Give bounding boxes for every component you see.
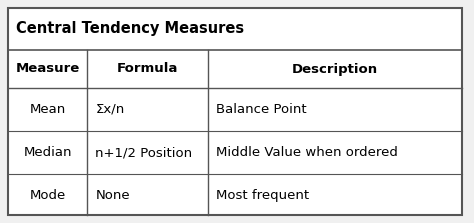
Text: Σx/n: Σx/n [95, 103, 125, 116]
Text: None: None [95, 189, 130, 202]
Text: Median: Median [24, 146, 72, 159]
Text: Central Tendency Measures: Central Tendency Measures [16, 21, 244, 37]
Text: Description: Description [292, 62, 378, 76]
Text: Measure: Measure [16, 62, 80, 76]
Text: n+1/2 Position: n+1/2 Position [95, 146, 192, 159]
Text: Mode: Mode [29, 189, 66, 202]
Text: Middle Value when ordered: Middle Value when ordered [216, 146, 398, 159]
Text: Formula: Formula [117, 62, 178, 76]
Text: Most frequent: Most frequent [216, 189, 309, 202]
Text: Balance Point: Balance Point [216, 103, 306, 116]
Text: Mean: Mean [29, 103, 66, 116]
